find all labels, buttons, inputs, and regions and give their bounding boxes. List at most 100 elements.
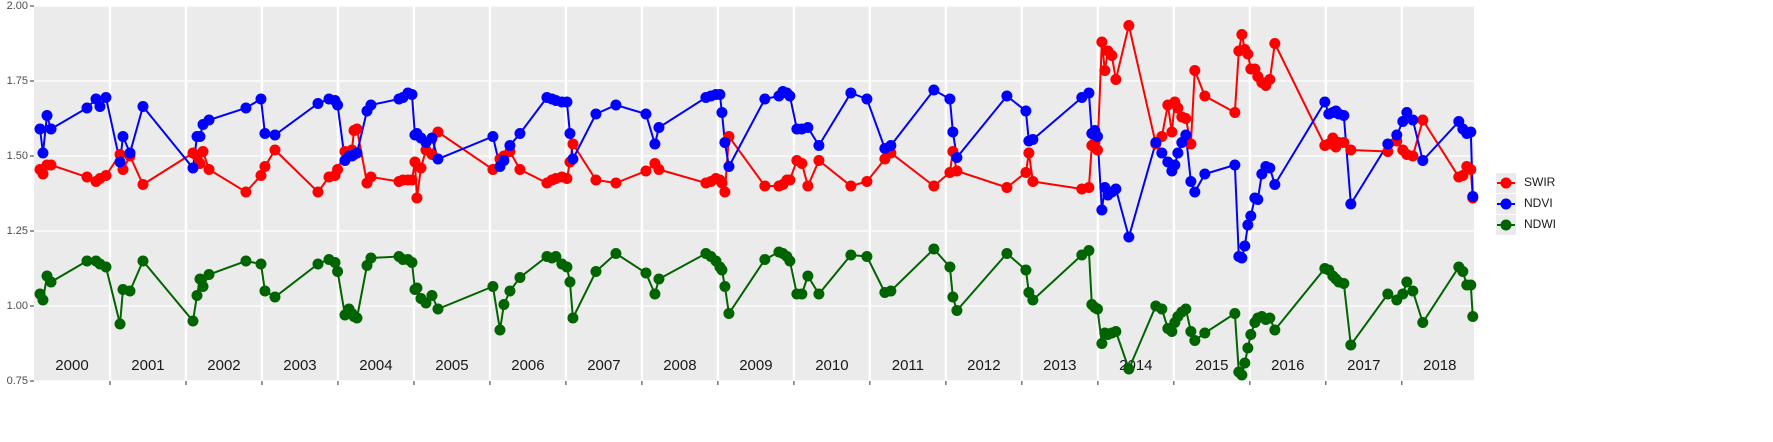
point — [259, 161, 271, 172]
point — [1027, 134, 1039, 145]
point — [653, 164, 665, 175]
point — [550, 251, 562, 262]
year-label: 2006 — [511, 357, 544, 374]
point — [1417, 155, 1429, 166]
point — [1338, 110, 1350, 121]
point — [723, 161, 735, 172]
point — [406, 89, 418, 100]
point — [117, 131, 129, 142]
point — [813, 288, 825, 300]
legend-point — [1500, 177, 1512, 189]
point — [37, 147, 49, 159]
point — [269, 129, 281, 141]
point — [194, 131, 206, 142]
point — [351, 123, 363, 135]
point — [259, 285, 271, 297]
point — [861, 176, 873, 187]
point — [1180, 129, 1192, 141]
point — [411, 192, 423, 204]
point — [240, 255, 252, 267]
point — [191, 290, 203, 301]
point — [1110, 74, 1122, 85]
point — [1269, 179, 1281, 190]
point — [498, 155, 510, 166]
point — [332, 164, 344, 175]
point — [1239, 240, 1251, 252]
point — [1110, 183, 1122, 195]
point — [1172, 147, 1184, 159]
point — [1242, 342, 1254, 354]
point — [813, 155, 825, 166]
point — [1001, 248, 1013, 259]
point — [1099, 65, 1111, 76]
point — [928, 180, 940, 192]
legend-label: SWIR — [1524, 175, 1556, 189]
point — [1397, 116, 1409, 127]
point — [1199, 168, 1211, 180]
point — [845, 249, 857, 261]
point — [567, 312, 579, 324]
point — [1229, 107, 1241, 118]
y-tick-label: 1.00 — [7, 300, 28, 312]
point — [640, 165, 652, 177]
point — [649, 138, 661, 150]
point — [861, 251, 873, 262]
point — [1338, 137, 1350, 148]
point — [312, 258, 324, 270]
point — [203, 269, 215, 280]
point — [567, 153, 579, 165]
point — [944, 261, 956, 273]
point — [885, 285, 897, 297]
point — [1264, 162, 1276, 174]
point — [1020, 105, 1032, 117]
point — [240, 102, 252, 114]
point — [41, 110, 53, 121]
point — [45, 276, 57, 288]
point — [100, 170, 112, 181]
point — [137, 179, 149, 190]
point — [1150, 137, 1162, 148]
point — [759, 93, 771, 105]
point — [1096, 204, 1108, 216]
point — [796, 158, 808, 169]
point — [255, 93, 267, 105]
point — [1242, 219, 1254, 231]
point — [426, 132, 438, 144]
year-label: 2012 — [967, 357, 1000, 374]
point — [1106, 50, 1118, 61]
point — [1096, 36, 1108, 48]
point — [81, 171, 93, 183]
point — [94, 101, 106, 112]
point — [351, 312, 363, 324]
point — [1467, 311, 1479, 322]
point — [1264, 74, 1276, 85]
year-label: 2000 — [55, 357, 88, 374]
point — [1382, 138, 1394, 150]
point — [802, 180, 814, 192]
legend-label: NDWI — [1524, 217, 1556, 231]
point — [255, 170, 267, 181]
point — [590, 266, 602, 277]
point — [81, 255, 93, 267]
point — [504, 140, 516, 151]
point — [951, 305, 963, 316]
point — [1020, 167, 1032, 178]
point — [845, 87, 857, 99]
legend-point — [1500, 219, 1512, 231]
point — [1199, 327, 1211, 339]
point — [1269, 324, 1281, 336]
point — [640, 267, 652, 279]
point — [332, 266, 344, 277]
point — [1020, 264, 1032, 276]
point — [1467, 191, 1479, 202]
year-label: 2009 — [739, 357, 772, 374]
year-label: 2001 — [131, 357, 164, 374]
point — [411, 282, 423, 294]
point — [640, 108, 652, 120]
point — [514, 128, 526, 139]
point — [312, 98, 324, 109]
point — [1319, 96, 1331, 108]
point — [951, 152, 963, 163]
year-label: 2004 — [359, 357, 392, 374]
